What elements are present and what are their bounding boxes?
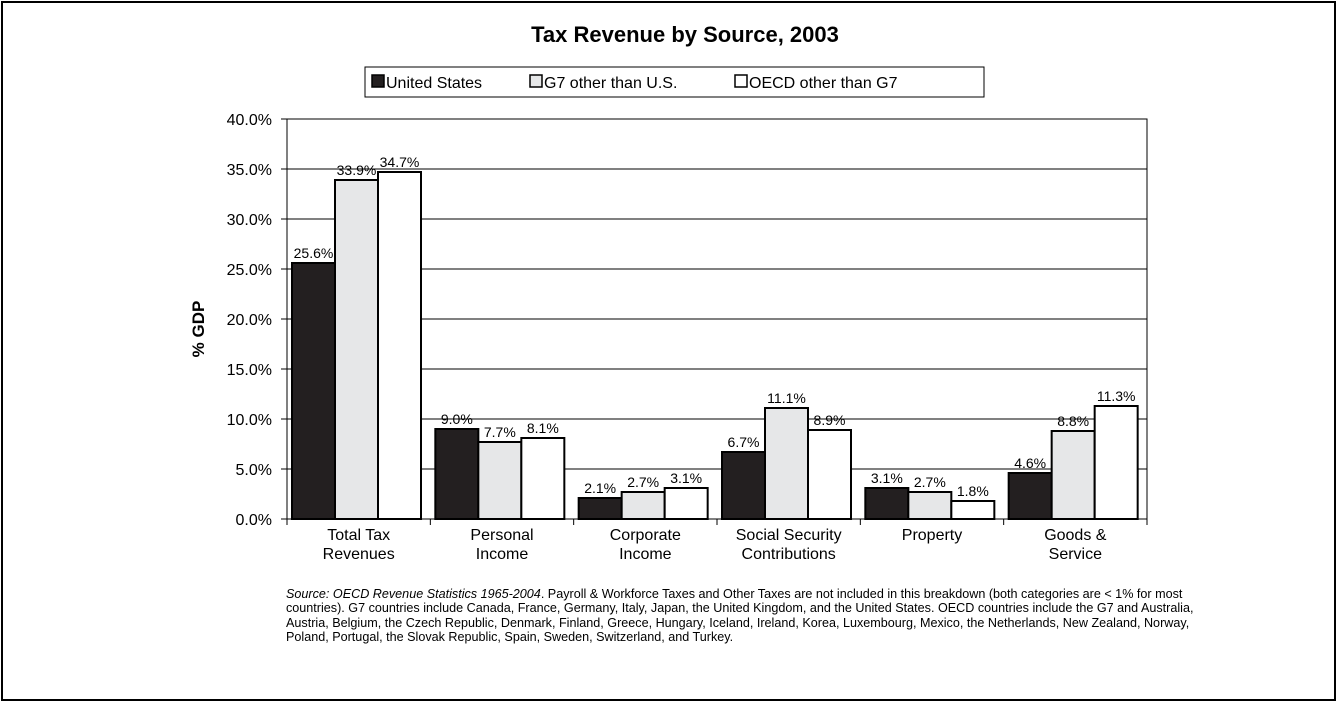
legend: United States G7 other than U.S. OECD othe… (364, 66, 985, 98)
y-tick-label: 40.0% (227, 112, 272, 129)
y-tick-label: 5.0% (236, 462, 272, 479)
legend-swatch (371, 74, 385, 88)
x-tick-label-line: Contributions (742, 546, 836, 563)
x-tick-label: Personal Income (470, 527, 533, 563)
source-body: . Payroll & Workforce Taxes and Other Ta… (286, 587, 1194, 645)
x-tick-label-line: Service (1049, 546, 1102, 563)
data-label: 2.1% (584, 480, 616, 496)
legend-swatch (529, 74, 543, 88)
source-note: Source: OECD Revenue Statistics 1965-200… (286, 587, 1216, 645)
data-label: 1.8% (957, 483, 989, 499)
data-label: 8.9% (814, 412, 846, 428)
x-tick-label-line: Revenues (323, 546, 395, 563)
y-tick-label: 20.0% (227, 312, 272, 329)
bar (1050, 430, 1096, 520)
data-label: 8.8% (1057, 413, 1089, 429)
data-label: 25.6% (294, 245, 334, 261)
bar (377, 171, 422, 520)
data-label: 3.1% (670, 470, 702, 486)
bar (663, 487, 709, 520)
chart-title: Tax Revenue by Source, 2003 (531, 22, 839, 47)
x-tick-label-line: Total Tax (327, 527, 390, 544)
bar (520, 437, 566, 520)
data-label: 8.1% (527, 420, 559, 436)
bars (291, 171, 1139, 520)
x-tick-label-line: Goods & (1044, 527, 1107, 544)
data-label: 9.0% (441, 411, 473, 427)
bar (1093, 405, 1139, 520)
y-tick-label: 15.0% (227, 362, 272, 379)
x-tick-label-line: Property (902, 527, 962, 544)
x-tick-label: Goods & Service (1044, 527, 1107, 563)
x-tick-label-line: Social Security (736, 527, 842, 544)
y-axis-label: % GDP (189, 301, 208, 358)
data-labels: 25.6% 9.0% 2.1% 6.7% 3.1% 4.6% 33.9% 7.7% 2.7% 11… (294, 154, 1136, 499)
data-label: 33.9% (337, 162, 377, 178)
y-tick-label: 0.0% (236, 512, 272, 529)
data-label: 34.7% (380, 154, 420, 170)
data-label: 11.1% (767, 390, 806, 406)
bar (907, 491, 953, 520)
y-tick-label: 25.0% (227, 262, 272, 279)
bar (950, 500, 996, 520)
data-label: 2.7% (627, 474, 659, 490)
y-tick-label: 30.0% (227, 212, 272, 229)
x-tick-label: Corporate Income (610, 527, 681, 563)
y-tick-label: 35.0% (227, 162, 272, 179)
bar (620, 491, 666, 520)
bar (721, 451, 766, 520)
x-tick-label-line: Personal (470, 527, 533, 544)
bar (334, 179, 379, 520)
source-citation: Source: OECD Revenue Statistics 1965-200… (286, 587, 541, 601)
legend-label: OECD other than G7 (749, 75, 898, 92)
data-label: 6.7% (728, 434, 760, 450)
axes (286, 118, 1148, 525)
x-tick-label-line: Income (476, 546, 529, 563)
bar (1007, 472, 1053, 520)
data-label: 11.3% (1097, 388, 1136, 404)
x-tick-label-line: Corporate (610, 527, 681, 544)
y-tick-label: 10.0% (227, 412, 272, 429)
bar (434, 428, 480, 520)
bar (864, 487, 910, 520)
data-label: 3.1% (871, 470, 903, 486)
data-label: 4.6% (1014, 455, 1046, 471)
x-tick-label: Property (902, 527, 962, 544)
legend-swatch (734, 74, 748, 88)
bar (764, 407, 809, 520)
data-label: 7.7% (484, 424, 516, 440)
data-label: 2.7% (914, 474, 946, 490)
bar (291, 262, 336, 520)
x-tick-label: Total Tax Revenues (323, 527, 395, 563)
legend-label: G7 other than U.S. (544, 75, 677, 92)
bar (807, 429, 852, 520)
bar (577, 497, 623, 520)
legend-label: United States (386, 75, 482, 92)
x-tick-label-line: Income (619, 546, 672, 563)
y-tick-labels: 0.0% 5.0% 10.0% 15.0% 20.0% 25.0% 30.0% 35.0% 40… (227, 112, 272, 529)
bar (477, 441, 523, 520)
x-tick-label: Social Security Contributions (736, 527, 842, 563)
legend-box (364, 66, 985, 98)
